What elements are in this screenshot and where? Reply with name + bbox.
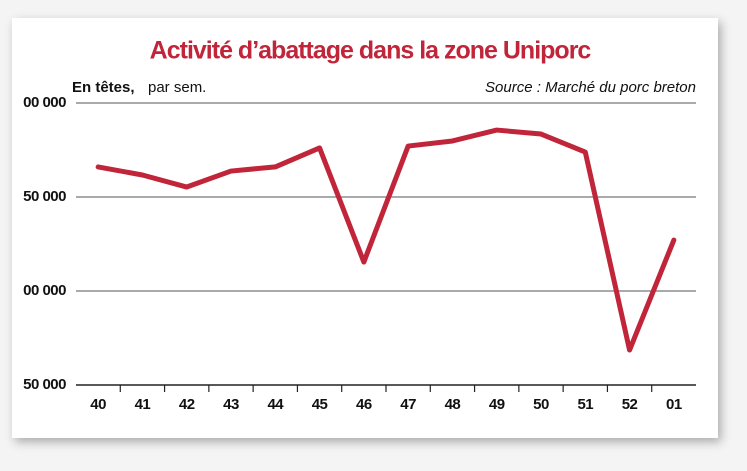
y-unit: En têtes, xyxy=(72,79,135,96)
y-tick-label: 00 000 xyxy=(23,282,66,299)
x-tick-label: 50 xyxy=(533,396,549,413)
x-tick-label: 46 xyxy=(356,396,372,413)
y-tick-label: 50 000 xyxy=(23,188,66,205)
y-tick-label: 00 000 xyxy=(23,94,66,111)
x-tick-label: 01 xyxy=(666,396,682,413)
x-tick-label: 43 xyxy=(223,396,239,413)
y-tick-label: 50 000 xyxy=(23,376,66,393)
x-tick-label: 41 xyxy=(135,396,151,413)
y-unit-note: par sem. xyxy=(148,79,206,96)
x-tick-label: 40 xyxy=(90,396,106,413)
x-tick-label: 47 xyxy=(400,396,416,413)
x-tick-label: 45 xyxy=(312,396,328,413)
x-tick-label: 48 xyxy=(445,396,461,413)
line xyxy=(95,127,677,353)
x-tick-label: 42 xyxy=(179,396,195,413)
source: Source : Marché du porc breton xyxy=(485,79,696,96)
chart-title: Activité d’abattage dans la zone Uniporc xyxy=(150,37,592,65)
x-tick-label: 52 xyxy=(622,396,638,413)
x-tick-label: 44 xyxy=(267,396,284,413)
x-tick-label: 51 xyxy=(577,396,593,413)
x-tick-label: 49 xyxy=(489,396,505,413)
